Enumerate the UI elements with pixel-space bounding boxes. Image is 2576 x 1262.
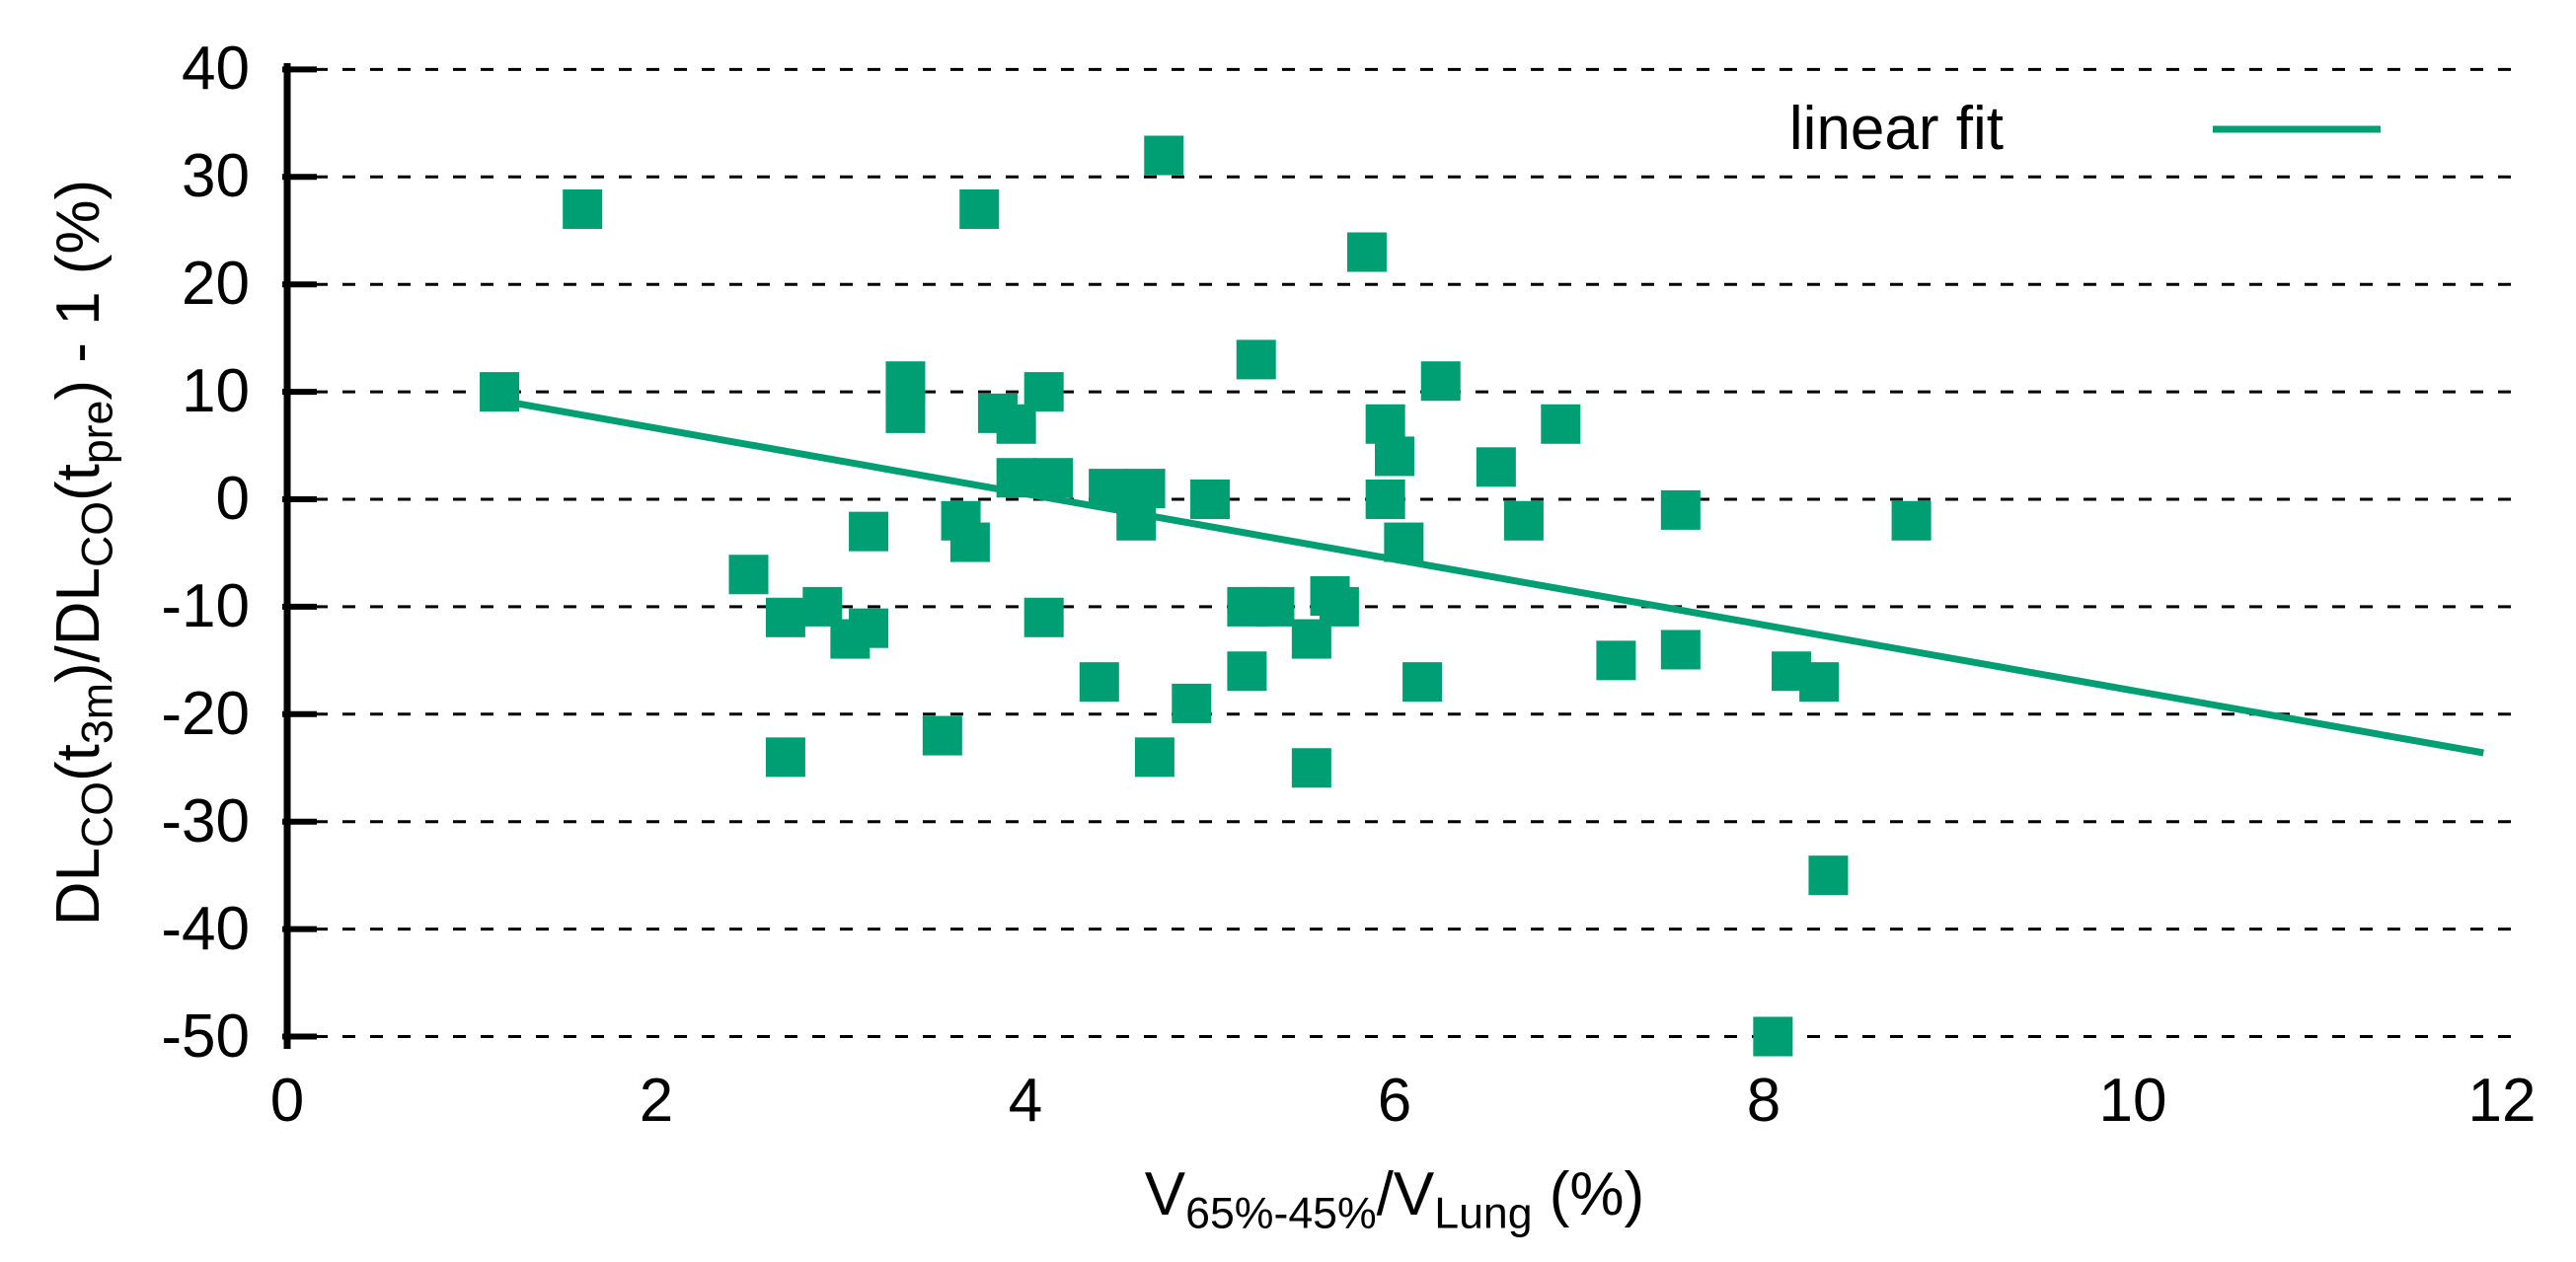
y-tick-label: 0 <box>215 465 250 533</box>
data-point <box>1291 748 1331 788</box>
data-point <box>1172 683 1212 723</box>
data-point <box>1660 630 1701 670</box>
x-tick-label: 6 <box>1377 1067 1412 1135</box>
data-point <box>949 522 990 562</box>
data-point <box>1660 489 1701 530</box>
axis-label-subscript: 65%-45% <box>1185 1189 1377 1238</box>
x-axis-label: V65%-45%/VLung (%) <box>1145 1164 1644 1236</box>
fit-line-layer <box>517 400 2484 757</box>
data-point <box>1144 135 1184 176</box>
legend-label: linear fit <box>1788 95 2004 163</box>
data-point <box>728 555 769 595</box>
data-point <box>1891 500 1932 541</box>
data-point <box>1402 662 1443 703</box>
y-axis-label: DLCO(t3m)/DLCO(tpre) - 1 (%) <box>44 180 121 926</box>
data-point <box>765 737 805 778</box>
data-point <box>563 188 603 229</box>
axis-label-text: V <box>1144 1160 1186 1228</box>
axis-label-subscript: CO <box>73 501 122 568</box>
y-tick-label: -10 <box>161 571 250 640</box>
y-tick-label: -30 <box>161 786 250 855</box>
x-tick-label: 8 <box>1746 1067 1781 1135</box>
x-tick-label: 2 <box>639 1067 674 1135</box>
data-point <box>1227 651 1267 692</box>
axis-label-subscript: CO <box>73 781 122 849</box>
data-point <box>1420 361 1461 402</box>
axis-label-text: /V <box>1376 1160 1435 1228</box>
data-point <box>1596 640 1636 681</box>
data-point <box>1799 662 1840 703</box>
data-point <box>1033 458 1074 498</box>
data-point <box>1236 339 1276 380</box>
axis-label-text: ) - 1 (%) <box>44 180 113 402</box>
y-tick-label: -20 <box>161 679 250 748</box>
axis-label-text: )/DL <box>44 567 113 684</box>
data-point <box>1365 480 1405 519</box>
data-point <box>849 511 889 552</box>
x-tick-label: 10 <box>2098 1067 2167 1135</box>
data-point <box>1476 447 1516 487</box>
data-point <box>922 715 962 756</box>
data-point <box>1254 586 1295 627</box>
y-tick-label: -50 <box>161 1002 250 1071</box>
x-tick-label: 4 <box>1008 1067 1043 1135</box>
data-point <box>885 393 926 433</box>
data-point <box>1079 662 1119 703</box>
data-point <box>1346 232 1387 272</box>
axis-label-subscript: pre <box>73 401 122 465</box>
y-tick-label: 10 <box>182 357 250 426</box>
axis-label-text: (t <box>44 744 113 782</box>
y-tick-label: 40 <box>182 35 250 104</box>
data-point <box>480 372 520 412</box>
data-point <box>1541 404 1581 444</box>
axis-label-text: DL <box>44 848 113 927</box>
data-point <box>1503 500 1544 541</box>
axis-label-subscript: 3m <box>73 683 122 745</box>
x-tick-label: 12 <box>2467 1067 2537 1135</box>
data-point <box>1384 522 1424 562</box>
y-tick-label: 30 <box>182 142 250 211</box>
axes <box>282 63 317 1049</box>
data-points <box>480 135 1932 1057</box>
data-point <box>1753 1016 1793 1057</box>
data-point <box>1134 737 1174 778</box>
y-tick-label: 20 <box>182 250 250 319</box>
axis-label-text: (%) <box>1532 1160 1645 1228</box>
data-point <box>959 188 1000 229</box>
data-point <box>1116 500 1157 541</box>
data-point <box>1023 597 1064 637</box>
data-point <box>1023 372 1064 412</box>
axis-label-subscript: Lung <box>1434 1189 1533 1238</box>
axis-label-text: (t <box>44 464 113 502</box>
data-point <box>1190 480 1230 519</box>
y-tick-label: -40 <box>161 894 250 963</box>
fit-line <box>517 400 2484 757</box>
data-point <box>1808 855 1849 896</box>
x-tick-label: 0 <box>269 1067 305 1135</box>
data-point <box>1375 436 1414 477</box>
data-point <box>1319 586 1359 627</box>
data-point <box>996 458 1036 498</box>
data-point <box>849 608 889 648</box>
data-point <box>765 597 805 637</box>
